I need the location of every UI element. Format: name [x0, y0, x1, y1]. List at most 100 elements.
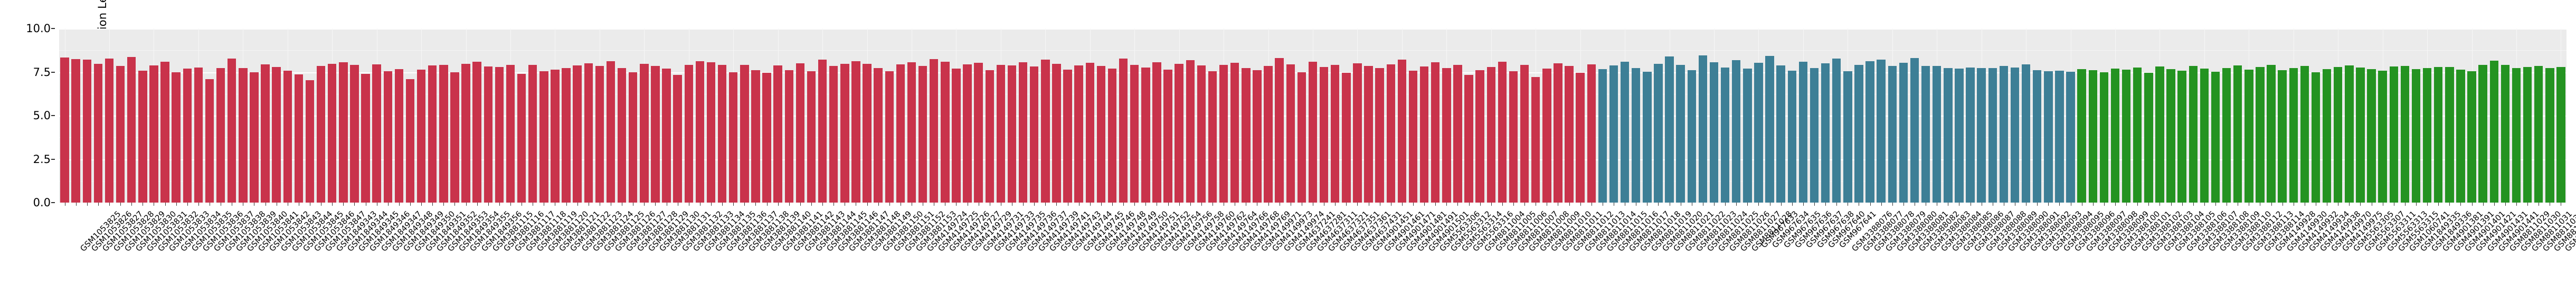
bar[interactable] — [829, 65, 838, 203]
bar[interactable] — [941, 61, 950, 203]
bar[interactable] — [1899, 63, 1908, 203]
bar[interactable] — [93, 64, 103, 203]
bar[interactable] — [751, 70, 760, 203]
bar[interactable] — [2300, 66, 2309, 203]
bar[interactable] — [294, 74, 304, 203]
bar[interactable] — [1063, 70, 1072, 203]
bar[interactable] — [484, 66, 493, 203]
bar[interactable] — [1966, 68, 1975, 203]
bar[interactable] — [1130, 64, 1139, 203]
bar[interactable] — [773, 65, 782, 203]
bar[interactable] — [2345, 65, 2354, 203]
bar[interactable] — [2055, 70, 2064, 203]
bar[interactable] — [1542, 68, 1551, 203]
bar[interactable] — [1342, 73, 1351, 203]
bar[interactable] — [261, 64, 270, 203]
bar[interactable] — [662, 68, 671, 203]
bar[interactable] — [1353, 63, 1362, 203]
bar[interactable] — [1308, 62, 1318, 203]
bar[interactable] — [2445, 66, 2454, 203]
bar[interactable] — [1186, 60, 1195, 203]
bar[interactable] — [1007, 65, 1017, 203]
bar[interactable] — [1242, 68, 1251, 203]
bar[interactable] — [1743, 68, 1752, 203]
bar[interactable] — [595, 65, 604, 203]
bar[interactable] — [450, 72, 459, 203]
bar[interactable] — [1197, 65, 1206, 203]
bar[interactable] — [1431, 62, 1440, 203]
bar[interactable] — [2244, 69, 2253, 203]
bar[interactable] — [227, 58, 236, 203]
bar[interactable] — [1253, 70, 1262, 203]
bar[interactable] — [2222, 68, 2231, 203]
bar[interactable] — [1163, 69, 1172, 203]
bar[interactable] — [762, 73, 771, 203]
bar[interactable] — [372, 64, 381, 203]
bar[interactable] — [2367, 69, 2376, 203]
bar[interactable] — [1520, 65, 1529, 203]
bar[interactable] — [506, 64, 515, 203]
bar[interactable] — [1576, 72, 1585, 203]
bar[interactable] — [1464, 74, 1473, 203]
bar[interactable] — [1765, 56, 1774, 203]
bar[interactable] — [528, 65, 537, 203]
bar[interactable] — [1364, 65, 1373, 203]
bar[interactable] — [728, 72, 738, 203]
bar[interactable] — [172, 72, 181, 203]
bar[interactable] — [138, 70, 147, 203]
bar[interactable] — [1442, 68, 1451, 203]
bar[interactable] — [2200, 68, 2209, 203]
bar[interactable] — [562, 68, 571, 203]
bar[interactable] — [1944, 68, 1953, 203]
bar[interactable] — [795, 63, 805, 203]
bar[interactable] — [1776, 65, 1785, 203]
bar[interactable] — [2333, 66, 2343, 203]
bar[interactable] — [885, 71, 894, 203]
bar[interactable] — [952, 68, 961, 203]
bar[interactable] — [2356, 67, 2365, 203]
bar[interactable] — [2122, 69, 2131, 203]
bar[interactable] — [495, 66, 504, 203]
bar[interactable] — [105, 59, 114, 203]
bar[interactable] — [2133, 67, 2142, 203]
bar[interactable] — [1175, 64, 1183, 203]
bar[interactable] — [807, 71, 816, 203]
bar[interactable] — [1119, 59, 1128, 203]
bar[interactable] — [60, 58, 69, 203]
bar[interactable] — [2267, 64, 2276, 203]
bar[interactable] — [539, 71, 548, 203]
bar[interactable] — [2422, 68, 2432, 203]
bar[interactable] — [1052, 64, 1061, 203]
bar[interactable] — [2456, 69, 2465, 203]
bar[interactable] — [2512, 68, 2521, 203]
bar[interactable] — [82, 59, 91, 203]
bar[interactable] — [1854, 64, 1863, 203]
bar[interactable] — [740, 65, 749, 203]
bar[interactable] — [339, 62, 348, 203]
bar[interactable] — [116, 65, 125, 203]
bar[interactable] — [2155, 66, 2164, 203]
bar[interactable] — [2289, 68, 2298, 203]
bar[interactable] — [1419, 66, 1429, 203]
bar[interactable] — [963, 64, 972, 203]
bar[interactable] — [1731, 60, 1741, 203]
bar[interactable] — [1665, 56, 1674, 203]
bar[interactable] — [2311, 72, 2321, 203]
bar[interactable] — [1754, 63, 1763, 203]
bar[interactable] — [695, 61, 705, 203]
bar[interactable] — [1843, 71, 1852, 203]
bar[interactable] — [929, 59, 939, 203]
bar[interactable] — [1152, 62, 1161, 203]
bar[interactable] — [2032, 70, 2042, 203]
bar[interactable] — [461, 64, 470, 203]
bar[interactable] — [2010, 67, 2020, 203]
bar[interactable] — [617, 68, 627, 203]
bar[interactable] — [350, 65, 359, 203]
bar[interactable] — [628, 72, 638, 203]
bar[interactable] — [1297, 72, 1306, 203]
bar[interactable] — [2099, 72, 2109, 203]
bar[interactable] — [1832, 59, 1841, 203]
bar[interactable] — [1810, 68, 1819, 203]
bar[interactable] — [1475, 70, 1484, 203]
bar[interactable] — [472, 62, 481, 203]
